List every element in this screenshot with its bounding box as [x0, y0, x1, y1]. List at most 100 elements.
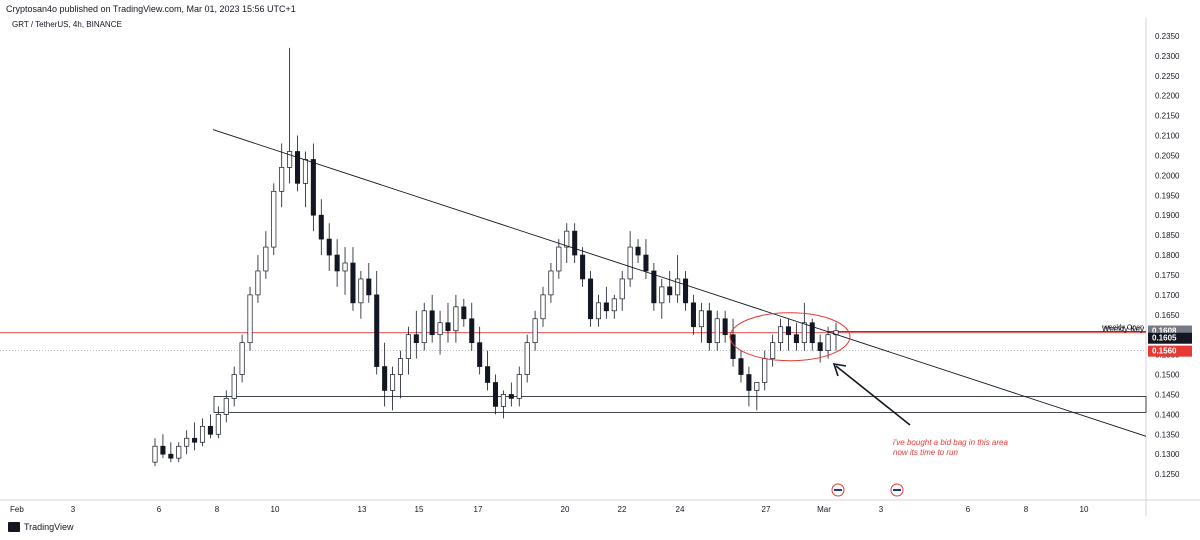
candle-body	[271, 190, 277, 248]
candle-body	[437, 322, 443, 336]
candle-body	[239, 342, 245, 375]
candle-body	[207, 425, 213, 435]
candle-body	[160, 445, 166, 455]
candle-body	[500, 394, 506, 407]
candle-body	[698, 310, 704, 328]
publisher-line: Cryptosan4o published on TradingView.com…	[6, 4, 296, 14]
candle-body	[683, 278, 689, 304]
candle-body	[667, 286, 673, 296]
candle-body	[508, 394, 514, 399]
x-tick-label: 17	[474, 505, 483, 514]
candle-body	[263, 246, 269, 272]
y-tick-label: 0.2150	[1155, 112, 1180, 121]
y-tick-label: 0.1850	[1155, 231, 1180, 240]
x-tick-label: 3	[879, 505, 884, 514]
candle-body	[809, 322, 815, 344]
y-tick-label: 0.2250	[1155, 72, 1180, 81]
y-tick-label: 0.2100	[1155, 132, 1180, 141]
candle-body	[690, 302, 696, 328]
candle-body	[572, 230, 578, 256]
x-tick-label: 20	[561, 505, 570, 514]
y-tick-label: 0.2350	[1155, 32, 1180, 41]
candle-body	[746, 374, 752, 391]
candle-body	[477, 342, 483, 367]
candle-body	[215, 414, 221, 435]
highlight-ellipse	[729, 312, 851, 362]
candle-body	[469, 318, 475, 344]
candle-body	[722, 318, 728, 336]
candle-body	[168, 453, 174, 459]
y-tick-label: 0.1900	[1155, 211, 1180, 220]
candle-body	[453, 306, 459, 332]
candle-body	[390, 374, 396, 391]
candle-body	[801, 322, 807, 344]
current-price-value: 0.1560	[1152, 347, 1177, 356]
candle-body	[548, 270, 554, 296]
candle-body	[524, 342, 530, 375]
candle-body	[429, 310, 435, 336]
candle-body	[817, 342, 823, 351]
candle-body	[611, 298, 617, 312]
y-tick-label: 0.1700	[1155, 291, 1180, 300]
candle-body	[770, 342, 776, 359]
candle-body	[302, 159, 308, 184]
y-tick-label: 0.1450	[1155, 390, 1180, 399]
candle-body	[318, 214, 324, 240]
current-price-badge	[1148, 345, 1192, 357]
x-tick-label: 8	[215, 505, 220, 514]
y-tick-label: 0.1750	[1155, 271, 1180, 280]
y-tick-label: 0.2200	[1155, 92, 1180, 101]
candle-body	[445, 322, 451, 332]
x-tick-label: 13	[358, 505, 367, 514]
y-tick-label: 0.1800	[1155, 251, 1180, 260]
candle-body	[279, 167, 285, 192]
candle-body	[231, 374, 237, 399]
x-tick-label: 27	[762, 505, 771, 514]
y-tick-label: 0.1650	[1155, 311, 1180, 320]
candle-body	[556, 246, 562, 272]
y-tick-label: 0.1400	[1155, 410, 1180, 419]
candle-body	[374, 294, 380, 367]
candle-body	[738, 358, 744, 375]
candle-body	[635, 246, 641, 256]
footer: TradingView	[0, 518, 1200, 540]
candle-body	[651, 270, 657, 304]
candle-body	[461, 306, 467, 320]
arrow-head	[832, 362, 847, 377]
tradingview-logo: TradingView	[8, 522, 74, 532]
y-tick-label: 0.1250	[1155, 470, 1180, 479]
candle-body	[643, 254, 649, 272]
candle-body	[334, 254, 340, 272]
tradingview-icon	[8, 522, 20, 532]
candle-body	[397, 358, 404, 375]
candle-body	[793, 334, 799, 344]
candle-body	[564, 230, 570, 248]
candle-body	[342, 262, 348, 272]
y-tick-label: 0.1350	[1155, 430, 1180, 439]
candle-body	[382, 366, 388, 391]
candle-body	[714, 318, 720, 344]
candle-body	[366, 278, 372, 296]
candle-body	[587, 278, 594, 320]
candle-body	[675, 278, 681, 296]
weekly-key-label: Weekly Key	[1102, 325, 1144, 334]
candle-body	[492, 382, 499, 407]
x-tick-label: 22	[618, 505, 627, 514]
y-tick-label: 0.1500	[1155, 371, 1180, 380]
event-flag-stripe	[834, 489, 842, 491]
candle-body	[287, 151, 293, 168]
candle-body	[785, 326, 792, 336]
candle-body	[485, 366, 491, 383]
y-tick-label: 0.2000	[1155, 171, 1180, 180]
candle-body	[247, 294, 253, 344]
candle-body	[223, 398, 229, 415]
candle-body	[413, 334, 419, 344]
y-tick-label: 0.2050	[1155, 151, 1180, 160]
trendline	[212, 129, 1147, 437]
candle-body	[595, 302, 601, 320]
candle-body	[580, 254, 586, 280]
x-tick-label: 8	[1024, 505, 1029, 514]
candle-body	[706, 310, 712, 344]
candle-body	[532, 318, 538, 344]
